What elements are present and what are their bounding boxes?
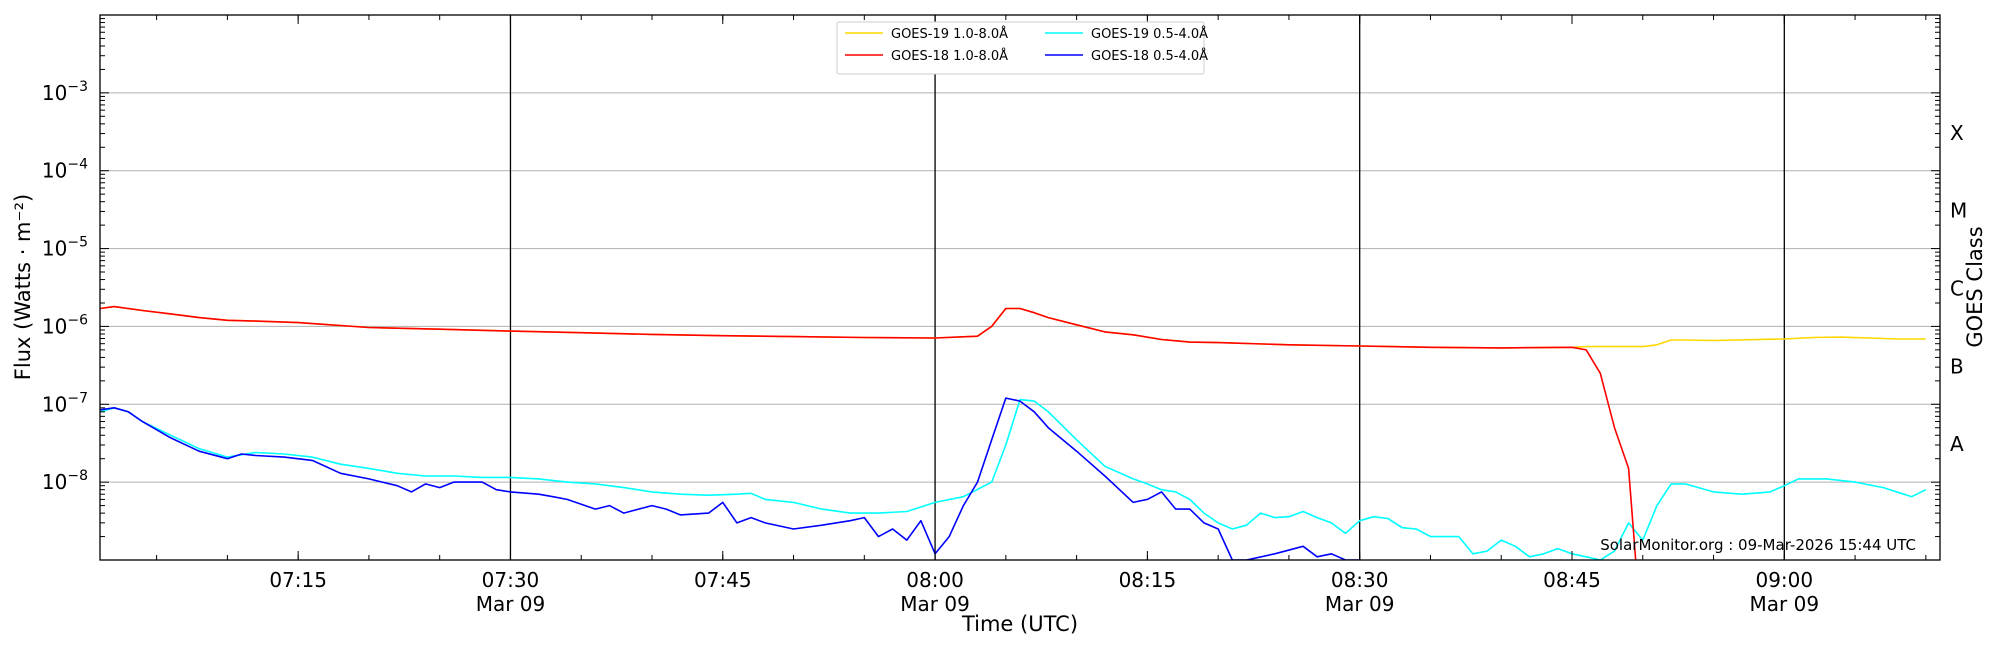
- goes-class-label: M: [1950, 199, 1967, 223]
- x-tick-label: 07:30: [482, 568, 540, 592]
- legend-frame: [836, 21, 1205, 75]
- series-line: [100, 398, 1927, 560]
- y-tick-label: 10−3: [42, 79, 88, 105]
- y-tick-label: 10−6: [42, 312, 88, 338]
- y-tick-label: 10−7: [42, 390, 88, 416]
- x-tick-label: 08:45: [1543, 568, 1601, 592]
- series-lines: [100, 305, 1927, 560]
- y-tick-label: 10−8: [42, 468, 88, 494]
- x-tick-label: 07:45: [694, 568, 752, 592]
- x-tick-date-label: Mar 09: [476, 592, 546, 616]
- legend-label: GOES-19 0.5-4.0Å: [1091, 26, 1208, 42]
- y-tick-label: 10−4: [42, 157, 88, 183]
- legend-label: GOES-18 0.5-4.0Å: [1091, 48, 1208, 64]
- x-tick-date-label: Mar 09: [900, 592, 970, 616]
- x-tick-label: 09:00: [1755, 568, 1813, 592]
- right-y-axis-title: GOES Class: [1963, 226, 1987, 347]
- axis-ticks: [100, 15, 1940, 561]
- vertical-reference-lines: [509, 15, 1785, 560]
- grid: [100, 92, 1940, 483]
- series-line: [100, 397, 1360, 560]
- x-tick-label: 08:30: [1331, 568, 1389, 592]
- plot-frame: [99, 14, 1941, 561]
- x-tick-date-label: Mar 09: [1325, 592, 1395, 616]
- y-axis-title: Flux (Watts · m⁻²): [11, 194, 35, 380]
- legend-label: GOES-19 1.0-8.0Å: [891, 26, 1008, 42]
- y-tick-label: 10−5: [42, 235, 88, 261]
- x-tick-date-label: Mar 09: [1750, 592, 1820, 616]
- legend: GOES-19 1.0-8.0Å GOES-18 1.0-8.0Å GOES-19 …: [836, 21, 1208, 75]
- goes-class-label: A: [1950, 432, 1964, 456]
- x-tick-label: 08:00: [906, 568, 964, 592]
- legend-label: GOES-18 1.0-8.0Å: [891, 48, 1008, 64]
- goes-class-label: B: [1950, 354, 1964, 378]
- series-line: [100, 305, 1637, 560]
- x-tick-label: 08:15: [1119, 568, 1177, 592]
- x-tick-label: 07:15: [269, 568, 327, 592]
- credit-text: SolarMonitor.org : 09-Mar-2026 15:44 UTC: [1600, 536, 1916, 554]
- goes-class-label: X: [1950, 121, 1964, 145]
- goes-class-label: C: [1950, 277, 1964, 301]
- x-axis-title: Time (UTC): [961, 612, 1078, 636]
